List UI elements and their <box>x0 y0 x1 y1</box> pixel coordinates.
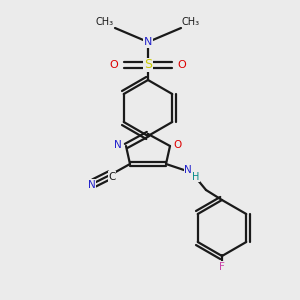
Text: O: O <box>174 140 182 150</box>
Text: O: O <box>178 60 186 70</box>
Text: S: S <box>144 58 152 71</box>
Text: C: C <box>108 172 116 182</box>
Text: O: O <box>110 60 118 70</box>
Text: F: F <box>219 262 225 272</box>
Text: N: N <box>88 180 96 190</box>
Text: CH₃: CH₃ <box>182 17 200 27</box>
Text: N: N <box>144 37 152 47</box>
Text: H: H <box>192 172 200 182</box>
Text: CH₃: CH₃ <box>96 17 114 27</box>
Text: N: N <box>114 140 122 150</box>
Text: N: N <box>184 165 192 175</box>
